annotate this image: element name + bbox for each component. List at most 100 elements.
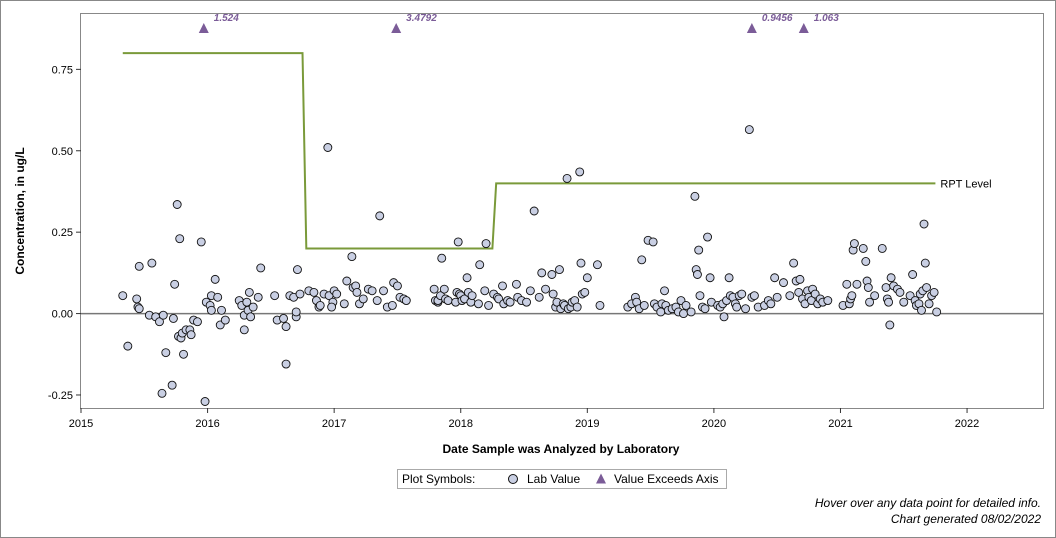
lab-value-point[interactable] bbox=[118, 291, 128, 301]
lab-value-point[interactable] bbox=[595, 300, 605, 310]
lab-value-point[interactable] bbox=[719, 312, 729, 322]
exceeds-axis-marker[interactable] bbox=[746, 23, 757, 33]
lab-value-point[interactable] bbox=[884, 297, 894, 307]
lab-value-point[interactable] bbox=[865, 297, 875, 307]
lab-value-point[interactable] bbox=[660, 286, 669, 296]
lab-value-point[interactable] bbox=[849, 239, 859, 249]
lab-value-point[interactable] bbox=[401, 296, 411, 305]
lab-value-point[interactable] bbox=[279, 314, 288, 323]
lab-value-point[interactable] bbox=[679, 309, 688, 319]
lab-value-point[interactable] bbox=[481, 239, 491, 249]
lab-value-point[interactable] bbox=[895, 287, 905, 297]
lab-value-point[interactable] bbox=[147, 258, 157, 268]
lab-value-point[interactable] bbox=[200, 397, 210, 406]
lab-value-point[interactable] bbox=[175, 234, 185, 244]
lab-value-point[interactable] bbox=[505, 297, 515, 307]
lab-value-point[interactable] bbox=[498, 281, 507, 291]
lab-value-point[interactable] bbox=[367, 286, 377, 296]
lab-value-point[interactable] bbox=[686, 307, 696, 317]
lab-value-point[interactable] bbox=[270, 291, 280, 301]
lab-value-point[interactable] bbox=[186, 330, 196, 340]
lab-value-point[interactable] bbox=[858, 243, 868, 253]
lab-value-point[interactable] bbox=[429, 284, 439, 294]
lab-value-point[interactable] bbox=[592, 260, 602, 270]
lab-value-point[interactable] bbox=[167, 380, 177, 390]
lab-value-point[interactable] bbox=[881, 283, 891, 292]
lab-value-point[interactable] bbox=[379, 286, 388, 296]
lab-value-point[interactable] bbox=[547, 270, 557, 279]
lab-value-point[interactable] bbox=[692, 270, 702, 279]
lab-value-point[interactable] bbox=[484, 300, 494, 310]
lab-value-point[interactable] bbox=[210, 274, 220, 284]
lab-value-point[interactable] bbox=[823, 296, 833, 305]
lab-value-point[interactable] bbox=[246, 312, 256, 322]
exceeds-axis-markers[interactable]: 1.524 3.4792 0.9456 1.063 bbox=[198, 13, 839, 33]
lab-value-point[interactable] bbox=[908, 270, 918, 279]
lab-value-point[interactable] bbox=[213, 292, 223, 302]
lab-value-point[interactable] bbox=[220, 315, 230, 325]
lab-value-point[interactable] bbox=[863, 283, 873, 292]
lab-value-point[interactable] bbox=[919, 219, 929, 229]
lab-value-point[interactable] bbox=[737, 289, 747, 299]
lab-value-point[interactable] bbox=[922, 283, 931, 292]
lab-value-point[interactable] bbox=[732, 302, 742, 312]
lab-value-point[interactable] bbox=[548, 289, 558, 299]
exceeds-axis-marker[interactable] bbox=[798, 23, 809, 33]
lab-value-point[interactable] bbox=[170, 279, 180, 289]
lab-value-point[interactable] bbox=[932, 307, 942, 317]
lab-value-point[interactable] bbox=[886, 273, 896, 283]
lab-value-point[interactable] bbox=[852, 279, 862, 289]
lab-value-point[interactable] bbox=[877, 243, 887, 253]
lab-value-point[interactable] bbox=[358, 294, 368, 304]
lab-value-point[interactable] bbox=[323, 143, 333, 152]
lab-value-point[interactable] bbox=[193, 317, 202, 327]
lab-value-point[interactable] bbox=[123, 341, 133, 351]
lab-value-point[interactable] bbox=[724, 273, 734, 283]
lab-value-point[interactable] bbox=[681, 300, 691, 310]
lab-value-point[interactable] bbox=[648, 237, 658, 247]
lab-value-point[interactable] bbox=[582, 273, 592, 283]
lab-value-point[interactable] bbox=[352, 287, 362, 297]
lab-value-point[interactable] bbox=[293, 265, 302, 275]
lab-value-point[interactable] bbox=[575, 167, 585, 177]
lab-value-point[interactable] bbox=[885, 320, 895, 330]
lab-value-point[interactable] bbox=[372, 296, 382, 305]
lab-value-point[interactable] bbox=[766, 299, 776, 309]
lab-value-point[interactable] bbox=[387, 300, 397, 310]
lab-value-point[interactable] bbox=[467, 291, 477, 301]
lab-value-point[interactable] bbox=[580, 287, 590, 297]
lab-value-point[interactable] bbox=[576, 258, 586, 268]
lab-value-point[interactable] bbox=[842, 279, 852, 289]
lab-value-point[interactable] bbox=[134, 261, 144, 271]
lab-value-point[interactable] bbox=[179, 349, 188, 359]
lab-value-point[interactable] bbox=[309, 287, 319, 297]
lab-value-point[interactable] bbox=[695, 291, 705, 301]
lab-value-point[interactable] bbox=[795, 274, 805, 284]
lab-value-point[interactable] bbox=[772, 292, 782, 302]
lab-value-point[interactable] bbox=[924, 299, 934, 309]
lab-value-point[interactable] bbox=[572, 302, 582, 312]
lab-value-point[interactable] bbox=[920, 258, 930, 268]
lab-value-point[interactable] bbox=[690, 191, 700, 201]
lab-value-point[interactable] bbox=[196, 237, 206, 247]
lab-value-point[interactable] bbox=[929, 287, 939, 297]
lab-value-point[interactable] bbox=[158, 310, 168, 320]
lab-value-point[interactable] bbox=[511, 279, 521, 289]
lab-value-point[interactable] bbox=[315, 300, 325, 310]
lab-value-point[interactable] bbox=[253, 292, 263, 302]
lab-value-point[interactable] bbox=[555, 265, 564, 275]
lab-value-points[interactable] bbox=[118, 125, 942, 406]
lab-value-point[interactable] bbox=[295, 289, 305, 299]
lab-value-point[interactable] bbox=[474, 299, 483, 309]
lab-value-point[interactable] bbox=[779, 278, 788, 288]
exceeds-axis-marker[interactable] bbox=[391, 23, 402, 33]
lab-value-point[interactable] bbox=[281, 322, 291, 332]
lab-value-point[interactable] bbox=[899, 297, 909, 307]
lab-value-point[interactable] bbox=[861, 257, 871, 266]
lab-value-point[interactable] bbox=[339, 299, 349, 309]
lab-value-point[interactable] bbox=[749, 291, 759, 301]
lab-value-point[interactable] bbox=[206, 305, 216, 315]
lab-value-point[interactable] bbox=[462, 273, 472, 283]
lab-value-point[interactable] bbox=[847, 291, 857, 301]
lab-value-point[interactable] bbox=[244, 287, 254, 297]
